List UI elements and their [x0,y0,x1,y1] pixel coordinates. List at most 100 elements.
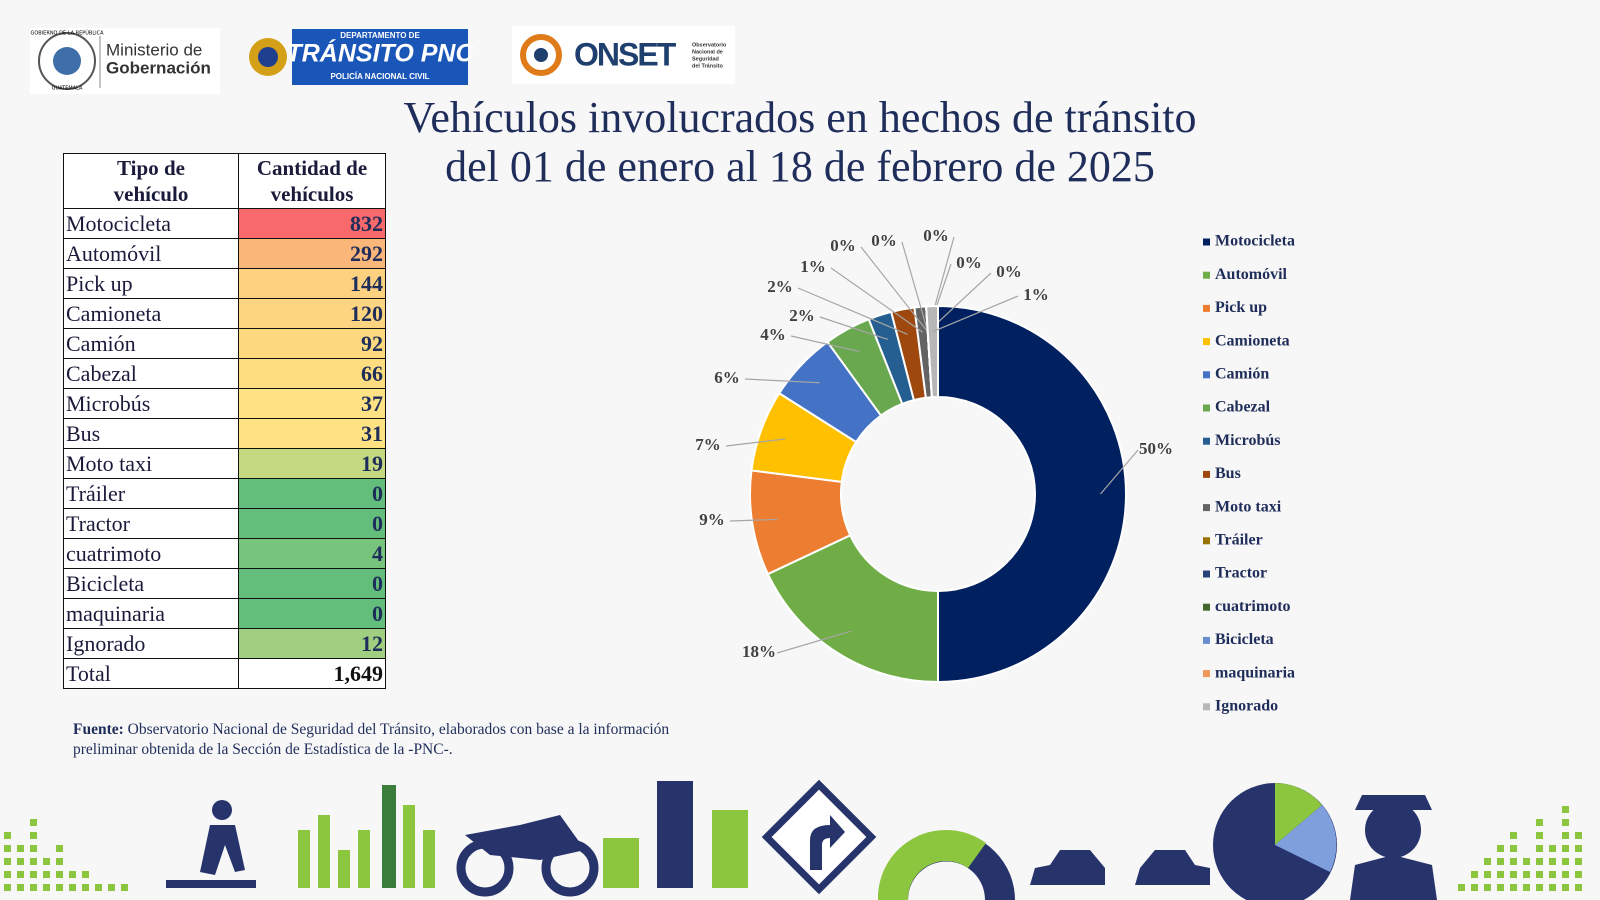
dot [17,845,24,852]
table-row: Camioneta 120 [63,298,386,329]
value-label: 50% [1139,439,1173,458]
legend-swatch [1203,304,1210,312]
legend-label: Motocicleta [1215,233,1295,250]
logo-text: TRÁNSITO PNC [286,39,474,68]
title: Vehículos involucrados en hechos de trán… [403,93,1196,142]
leader-line [744,378,820,384]
table-row: cuatrimoto 4 [63,538,386,569]
row-value: 4 [238,538,386,569]
source-label: Fuente: [73,721,124,738]
value-label: 2% [767,277,793,296]
legend-label: Ignorado [1215,697,1278,714]
dot [30,819,37,826]
logo-text: Seguridad [692,56,719,62]
dot [82,884,89,891]
dot [1562,871,1569,878]
row-value: 832 [238,208,386,239]
value-label: 0% [830,236,856,255]
dot [1484,858,1491,865]
row-label: Pick up [63,268,239,299]
table-row: Tractor 0 [63,508,386,539]
value-label: 4% [760,325,786,344]
dot [1562,832,1569,839]
value-label: 2% [789,306,815,325]
dot [1562,858,1569,865]
leader-line [830,267,924,333]
table-row: maquinaria 0 [63,598,386,629]
dot [1536,832,1543,839]
total-label: Total [63,658,239,689]
dot [56,884,63,891]
table-row: Pick up 144 [63,268,386,299]
legend-label: Pick up [1215,299,1267,316]
dot [4,845,11,852]
value-label: 6% [714,368,740,387]
logo-text: POLICÍA NACIONAL CIVIL [330,72,429,81]
logo-text: Ministerio de [106,40,202,59]
table-row: Automóvil 292 [63,238,386,269]
dot [1536,871,1543,878]
table-row: Camión 92 [63,328,386,359]
row-label: maquinaria [63,598,239,629]
table-row: Tráiler 0 [63,478,386,509]
value-label: 0% [871,231,897,250]
dot [1575,858,1582,865]
decorations [4,779,1582,900]
dot [56,871,63,878]
dot [56,858,63,865]
legend-label: cuatrimoto [1215,598,1291,615]
legend-swatch [1203,470,1210,478]
dot [1510,858,1517,865]
header-text: Cantidad de [256,156,368,180]
dot [95,884,102,891]
seal-center [53,47,81,75]
value-label: 1% [800,257,826,276]
dot [30,871,37,878]
table-row: Cabezal 66 [63,358,386,389]
header-cell: Tipo de vehículo [63,153,239,209]
value-label: 9% [699,510,725,529]
row-label: Camión [63,328,239,359]
dot [1562,884,1569,891]
legend-swatch [1203,404,1210,412]
source: Fuente: Observatorio Nacional de Segurid… [73,720,693,760]
title: del 01 de enero al 18 de febrero de 2025 [445,142,1155,191]
leader-line [819,316,888,341]
dot [17,858,24,865]
dot [1536,858,1543,865]
legend-label: Camión [1215,365,1269,382]
row-label: Cabezal [63,358,239,389]
dot [30,858,37,865]
dot [1497,845,1504,852]
legend-label: Bicicleta [1215,631,1274,648]
dot [43,871,50,878]
dot [1523,871,1530,878]
legend-swatch [1203,636,1210,644]
dot [108,884,115,891]
dot [1536,845,1543,852]
row-value: 144 [238,268,386,299]
seal [38,32,96,90]
leader-line [776,630,852,654]
dot [17,884,24,891]
row-value: 0 [238,508,386,539]
dot [1536,819,1543,826]
logo-text: Nacional de [692,49,723,55]
legend-label: Microbús [1215,432,1280,449]
table-row: Ignorado 12 [63,628,386,659]
header-text: vehículos [270,182,354,206]
dot [17,871,24,878]
dot [1536,884,1543,891]
legend-label: Cabezal [1215,399,1271,416]
dot [30,845,37,852]
row-value: 0 [238,478,386,509]
row-value: 66 [238,358,386,389]
leader-line [901,241,929,332]
table-row: Bus 31 [63,418,386,449]
legend-swatch [1203,670,1210,678]
value-label: 18% [742,642,776,661]
dot [1510,832,1517,839]
dot [1471,871,1478,878]
dot [69,884,76,891]
dot [1497,871,1504,878]
